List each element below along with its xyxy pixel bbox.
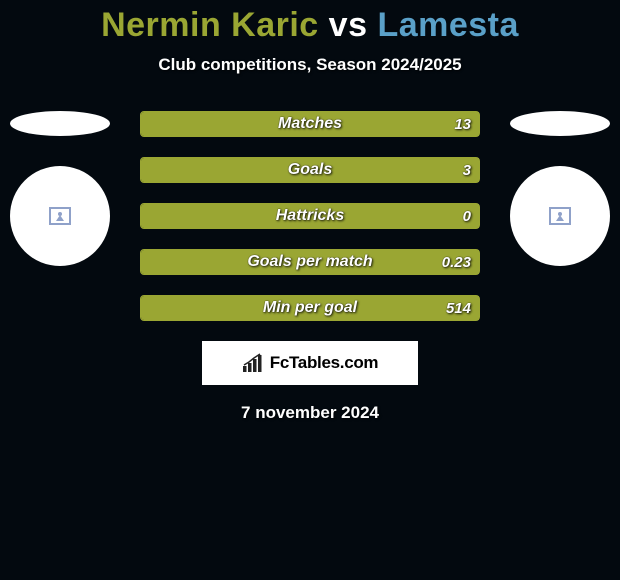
- bar-chart-icon: [242, 353, 266, 373]
- stat-row-matches: Matches 13: [140, 111, 480, 137]
- player-left-oval: [10, 111, 110, 136]
- comparison-body: Matches 13 Goals 3 Hattricks 0 Goals per…: [0, 111, 620, 423]
- stat-row-min-per-goal: Min per goal 514: [140, 295, 480, 321]
- player-right-club-circle: [510, 166, 610, 266]
- comparison-card: Nermin Karic vs Lamesta Club competition…: [0, 0, 620, 423]
- title-player1: Nermin Karic: [101, 6, 319, 44]
- stat-label: Matches: [141, 112, 479, 136]
- image-placeholder-icon: [549, 207, 571, 225]
- stat-value: 0: [463, 204, 471, 228]
- player-right-column: [510, 111, 610, 266]
- title-player2: Lamesta: [377, 6, 518, 44]
- stat-label: Hattricks: [141, 204, 479, 228]
- stat-value: 3: [463, 158, 471, 182]
- subtitle: Club competitions, Season 2024/2025: [0, 55, 620, 75]
- stats-panel: Matches 13 Goals 3 Hattricks 0 Goals per…: [140, 111, 480, 321]
- stat-label: Goals per match: [141, 250, 479, 274]
- player-left-column: [10, 111, 110, 266]
- image-placeholder-icon: [49, 207, 71, 225]
- player-right-oval: [510, 111, 610, 136]
- stat-label: Min per goal: [141, 296, 479, 320]
- stat-value: 13: [454, 112, 471, 136]
- stat-value: 0.23: [442, 250, 471, 274]
- brand-logo-box: FcTables.com: [202, 341, 418, 385]
- player-left-club-circle: [10, 166, 110, 266]
- page-title: Nermin Karic vs Lamesta: [0, 0, 620, 45]
- date-text: 7 november 2024: [0, 403, 620, 423]
- stat-value: 514: [446, 296, 471, 320]
- stat-row-goals-per-match: Goals per match 0.23: [140, 249, 480, 275]
- stat-label: Goals: [141, 158, 479, 182]
- stat-row-hattricks: Hattricks 0: [140, 203, 480, 229]
- stat-row-goals: Goals 3: [140, 157, 480, 183]
- title-vs: vs: [319, 6, 378, 44]
- brand-text: FcTables.com: [270, 353, 379, 373]
